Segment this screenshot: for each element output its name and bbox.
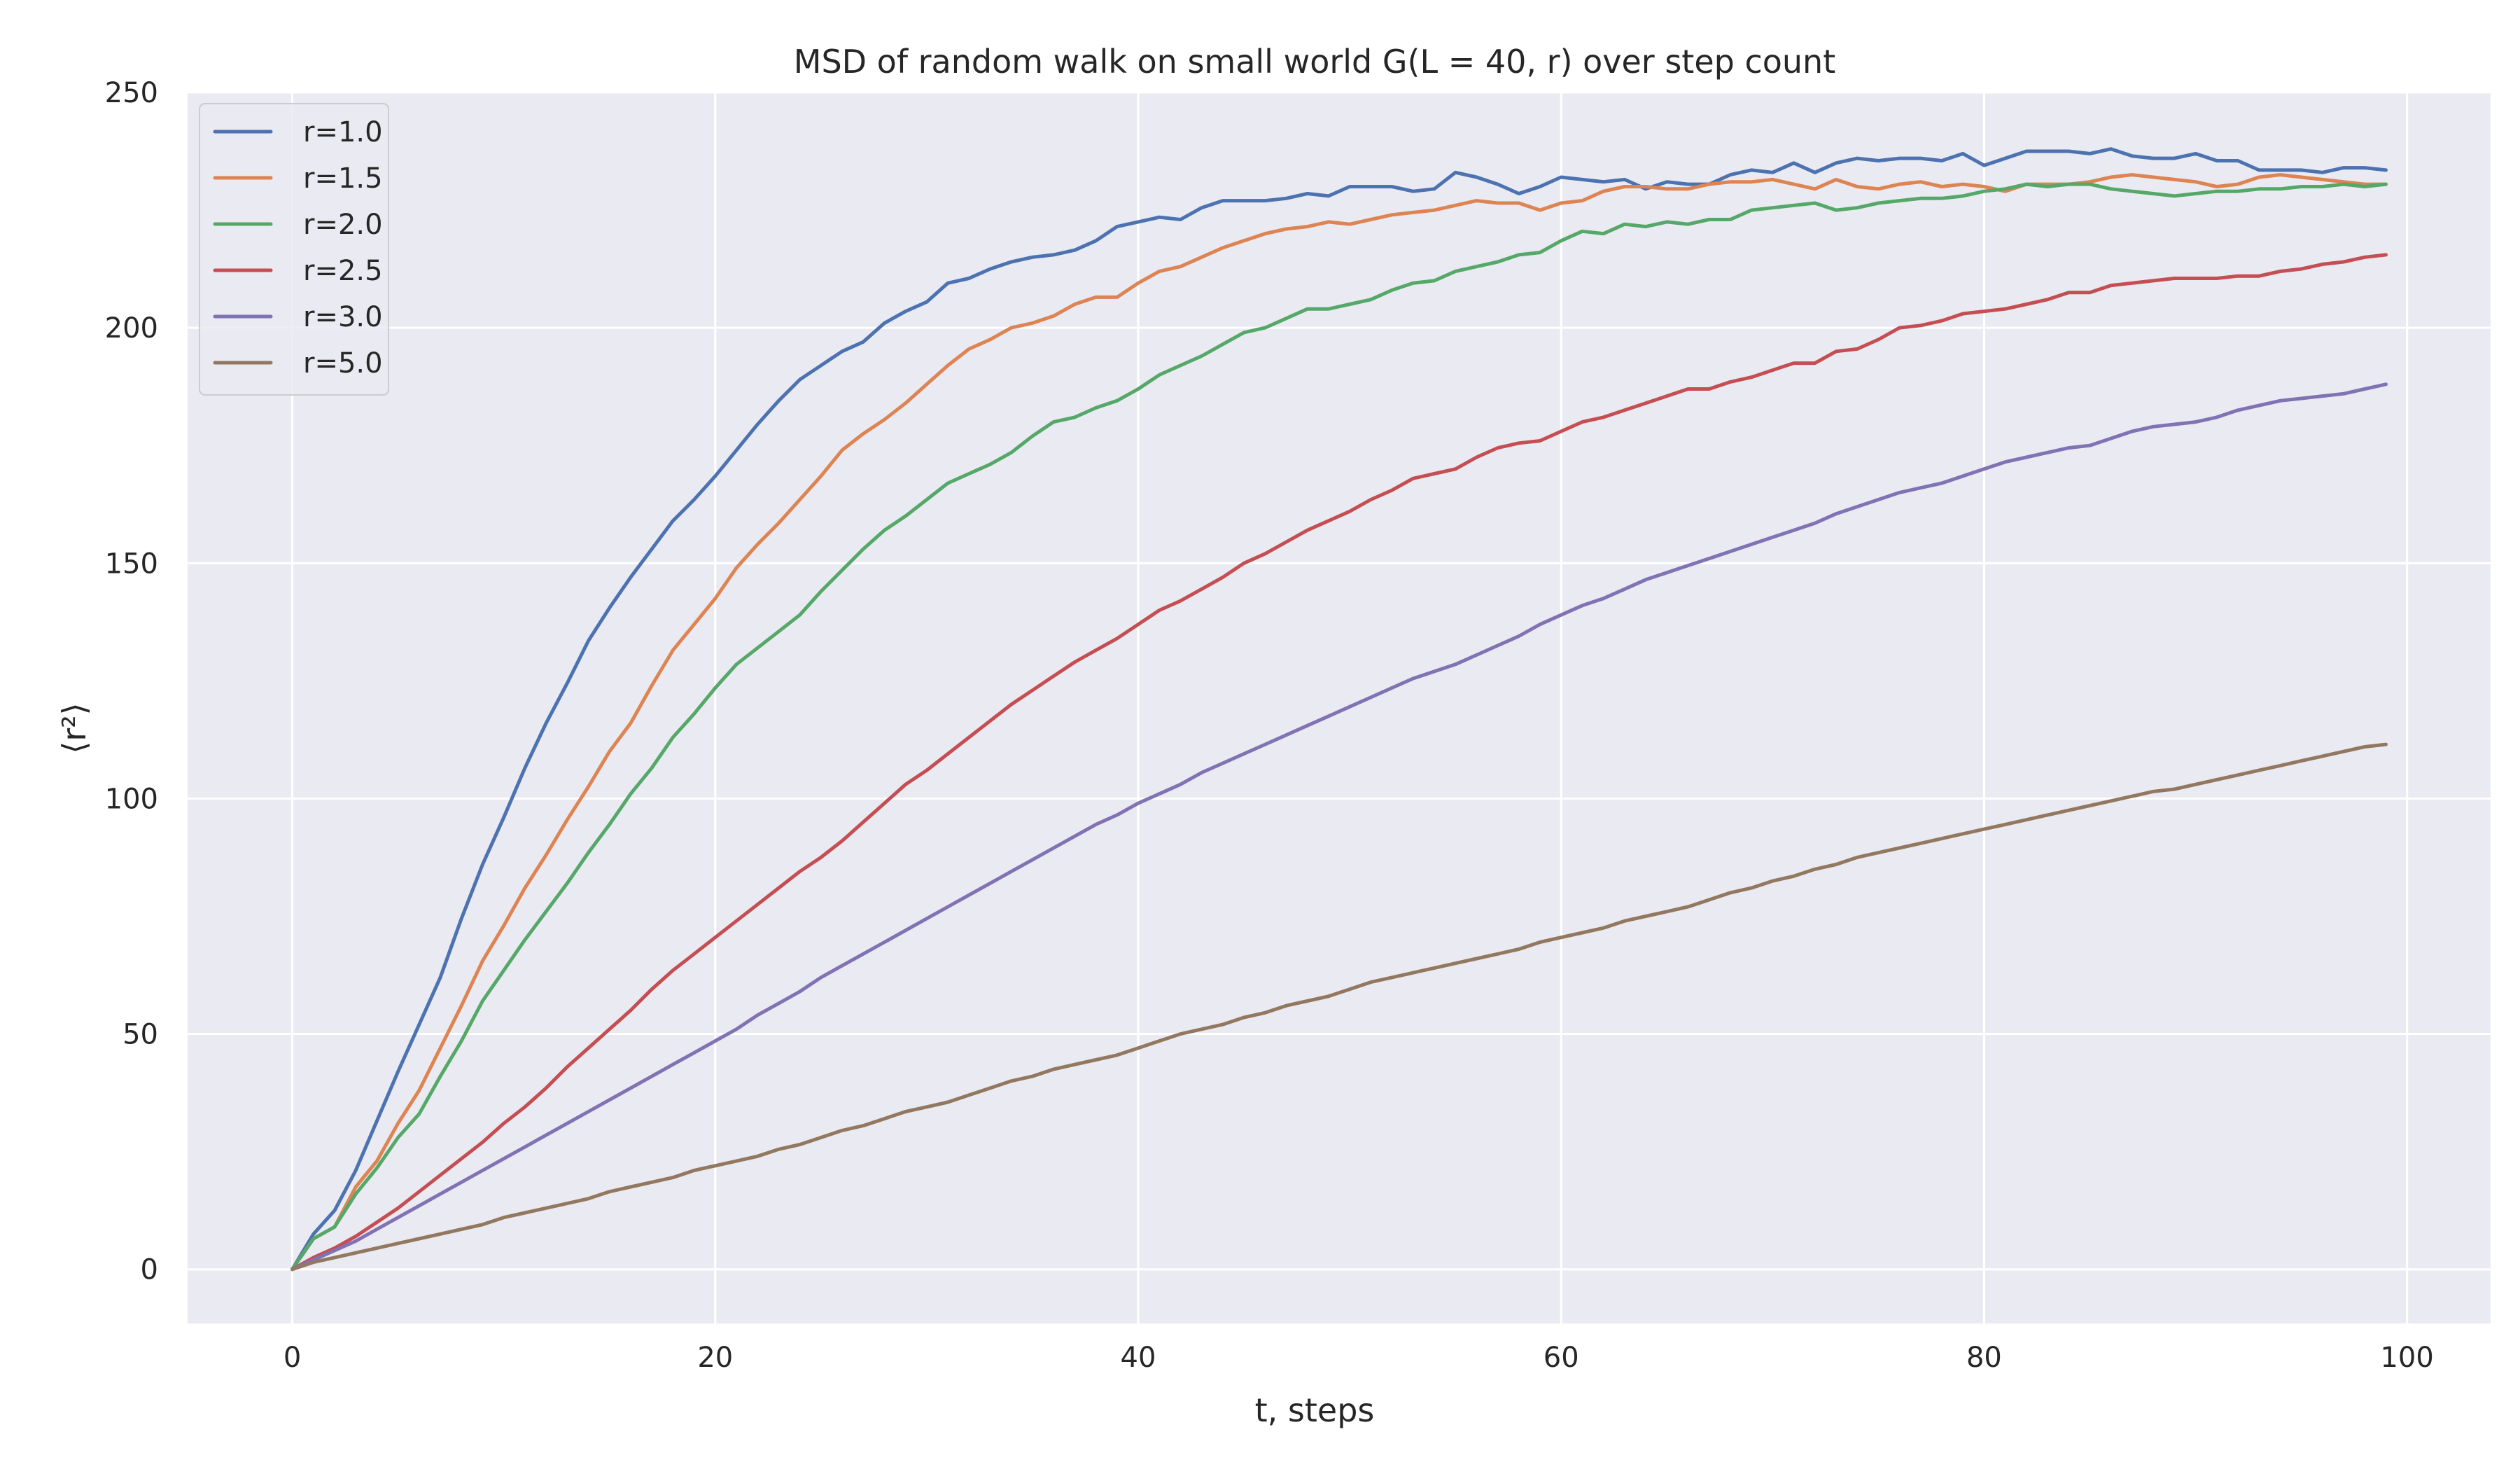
y-tick-label: 50 <box>122 1019 158 1051</box>
legend: r=1.0 r=1.5 r=2.0 r=2.5 r=3.0 r=5.0 <box>199 103 389 396</box>
chart-title: MSD of random walk on small world G(L = … <box>794 43 1836 81</box>
plot-area <box>188 92 2491 1323</box>
legend-label-1: r=1.5 <box>303 162 383 195</box>
legend-label-4: r=3.0 <box>303 301 383 333</box>
grid-lines <box>188 91 2491 1323</box>
y-tick-label: 0 <box>141 1254 158 1286</box>
x-axis-label: t, steps <box>1255 1391 1375 1429</box>
x-tick-label: 40 <box>1121 1342 1156 1374</box>
x-tick-label: 60 <box>1544 1342 1579 1374</box>
y-axis-label: ⟨r²⟩ <box>55 702 93 753</box>
series-line-0 <box>290 147 2388 1272</box>
x-tick-label: 100 <box>2380 1342 2433 1374</box>
legend-label-0: r=1.0 <box>303 116 383 148</box>
legend-label-3: r=2.5 <box>303 255 383 287</box>
y-tick-label: 100 <box>105 783 158 815</box>
series-line-2 <box>290 182 2388 1272</box>
legend-label-5: r=5.0 <box>303 347 383 380</box>
y-tick-label: 250 <box>105 77 158 109</box>
x-tick-label: 20 <box>697 1342 733 1374</box>
legend-label-2: r=2.0 <box>303 209 383 241</box>
y-tick-label: 200 <box>105 312 158 345</box>
tick-labels: 0 20 40 60 80 100 0 50 100 150 200 250 <box>105 77 2434 1374</box>
x-tick-label: 80 <box>1966 1342 2002 1374</box>
series-line-5 <box>290 742 2388 1272</box>
x-tick-label: 0 <box>284 1342 301 1374</box>
series-lines <box>290 147 2388 1272</box>
series-line-3 <box>290 253 2388 1272</box>
series-line-4 <box>290 382 2388 1272</box>
y-tick-label: 150 <box>105 548 158 580</box>
